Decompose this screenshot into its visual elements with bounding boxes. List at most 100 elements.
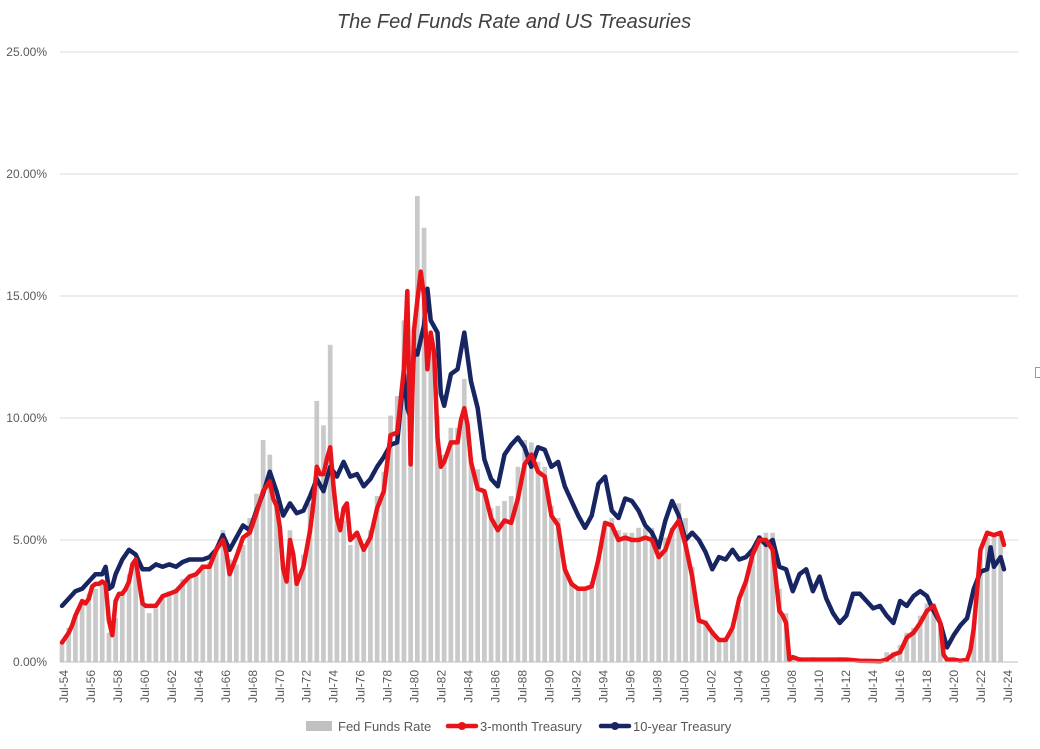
fed-funds-bar — [441, 454, 447, 662]
fed-funds-bar — [361, 547, 367, 662]
fed-funds-bar — [193, 576, 199, 662]
x-tick-label: Jul-20 — [947, 670, 961, 703]
fed-funds-bar — [736, 605, 742, 662]
x-tick-label: Jul-68 — [246, 670, 260, 703]
fed-funds-bar — [515, 466, 521, 662]
fed-funds-bar — [294, 576, 300, 662]
fed-funds-bar — [475, 469, 481, 662]
legend: Fed Funds Rate 3-month Treasury 10-year Tr… — [306, 719, 732, 734]
fed-funds-bar — [931, 603, 936, 662]
fed-funds-bar — [180, 579, 186, 662]
fed-funds-bar — [334, 510, 340, 662]
fed-funds-bar — [388, 415, 393, 662]
legend-swatch-fed-funds — [306, 721, 332, 731]
fed-funds-bar — [998, 532, 1003, 662]
legend-item: Fed Funds Rate — [306, 719, 431, 734]
x-tick-label: Jul-82 — [435, 670, 449, 703]
fed-funds-bar — [421, 227, 427, 662]
fed-funds-bar — [314, 400, 320, 662]
fed-funds-bar — [267, 454, 273, 662]
fed-funds-bar — [79, 601, 85, 662]
fed-funds-bar — [663, 537, 668, 662]
fed-funds-bar — [374, 496, 380, 662]
fed-funds-bar — [575, 588, 581, 662]
three-month-treasury-line — [59, 269, 1007, 664]
x-tick-label: Jul-62 — [165, 670, 179, 703]
fed-funds-bar — [408, 442, 413, 662]
fed-funds-bar — [240, 544, 246, 662]
fed-funds-bar — [649, 527, 655, 662]
fed-funds-bar — [354, 532, 360, 662]
x-tick-label: Jul-74 — [327, 670, 341, 703]
fed-funds-bar — [301, 554, 306, 662]
fed-funds-bar — [394, 396, 400, 662]
x-tick-label: Jul-56 — [84, 670, 98, 703]
y-tick-label: 10.00% — [6, 411, 47, 425]
legend-label: 10-year Treasury — [633, 719, 732, 734]
fed-funds-bar — [106, 632, 112, 662]
fed-funds-bar — [146, 613, 152, 662]
fed-funds-bar — [984, 537, 990, 662]
fed-funds-bar — [73, 615, 78, 662]
fed-funds-bar — [368, 530, 373, 662]
x-tick-label: Jul-54 — [57, 670, 71, 703]
fed-funds-bar — [187, 576, 192, 662]
x-tick-label: Jul-06 — [758, 670, 772, 703]
fed-funds-bar — [133, 566, 139, 662]
fed-funds-bar — [763, 532, 769, 662]
fed-funds-bar — [287, 530, 293, 662]
fed-funds-bar — [636, 527, 641, 662]
x-tick-label: Jul-94 — [596, 670, 610, 703]
x-tick-label: Jul-72 — [300, 670, 314, 703]
fed-funds-bar — [756, 535, 762, 662]
fed-funds-bar — [917, 615, 923, 662]
fed-funds-bar — [495, 505, 501, 662]
fed-funds-bar — [99, 583, 105, 662]
fed-funds-bar — [153, 608, 159, 662]
fed-funds-bar — [716, 637, 722, 662]
fed-funds-bar — [200, 564, 206, 662]
fed-funds-bar — [642, 527, 648, 662]
fed-funds-bar — [602, 527, 608, 662]
x-tick-label: Jul-18 — [920, 670, 934, 703]
fed-funds-bar — [978, 557, 983, 662]
x-tick-label: Jul-80 — [408, 670, 422, 703]
x-tick-label: Jul-84 — [462, 670, 476, 703]
fed-funds-bar — [555, 518, 561, 662]
fed-funds-bar — [448, 427, 454, 662]
x-tick-label: Jul-16 — [893, 670, 907, 703]
x-tick-label: Jul-04 — [731, 670, 745, 703]
fed-funds-bar — [207, 561, 212, 662]
fed-funds-bar — [468, 457, 474, 662]
x-tick-label: Jul-58 — [111, 670, 125, 703]
fed-funds-bar — [703, 620, 708, 662]
fed-funds-bar — [743, 581, 749, 662]
y-tick-label: 5.00% — [13, 533, 47, 547]
x-tick-label: Jul-66 — [219, 670, 233, 703]
x-tick-label: Jul-64 — [192, 670, 206, 703]
fed-funds-bar — [924, 603, 930, 662]
fed-funds-bar — [86, 593, 92, 662]
fed-funds-bar — [535, 461, 541, 662]
legend-label: 3-month Treasury — [480, 719, 582, 734]
fed-funds-bar — [327, 344, 333, 662]
fed-funds-bar — [502, 500, 507, 662]
fed-funds-bar — [904, 632, 910, 662]
fed-funds-bar — [220, 530, 226, 662]
fed-funds-bar — [428, 339, 434, 662]
fed-funds-bar — [254, 493, 259, 662]
fed-funds-bar — [629, 532, 635, 662]
x-tick-label: Jul-90 — [542, 670, 556, 703]
fed-funds-bar — [656, 544, 662, 662]
fed-funds-bar — [307, 503, 313, 662]
fed-funds-bar — [455, 427, 460, 662]
fed-funds-bar — [528, 442, 534, 662]
fed-funds-bar — [723, 637, 729, 662]
resize-handle[interactable] — [1035, 367, 1040, 378]
ten-year-treasury-line — [59, 286, 1007, 650]
fed-funds-bar — [622, 532, 628, 662]
x-tick-label: Jul-14 — [866, 670, 880, 703]
x-tick-label: Jul-24 — [1001, 670, 1015, 703]
fed-funds-bar — [247, 518, 253, 662]
fed-funds-bar — [280, 571, 286, 662]
